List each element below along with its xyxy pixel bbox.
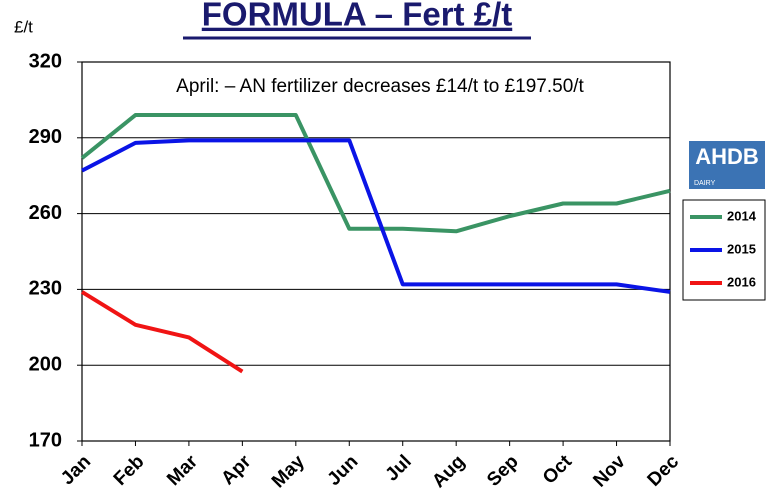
legend-label: 2016 — [727, 274, 756, 289]
logo: AHDB DAIRY — [689, 141, 765, 189]
x-tick-label: Jun — [324, 451, 363, 490]
x-tick-label: Nov — [589, 451, 630, 492]
y-tick-label: 200 — [29, 353, 62, 375]
y-tick-label: 260 — [29, 202, 62, 224]
y-axis-label: £/t — [14, 17, 33, 36]
x-tick-label: Feb — [110, 451, 149, 490]
logo-box — [689, 141, 765, 189]
x-tick-label: May — [268, 451, 309, 492]
logo-text: AHDB — [695, 144, 759, 169]
chart-title: FORMULA – Fert £/t — [202, 0, 512, 33]
x-tick-label: Dec — [644, 451, 684, 491]
y-tick-label: 290 — [29, 126, 62, 148]
x-tick-label: Aug — [428, 451, 469, 492]
legend-label: 2015 — [727, 241, 756, 256]
series-line — [81, 138, 671, 294]
y-tick-label: 320 — [29, 50, 62, 72]
y-tick-label: 170 — [29, 429, 62, 451]
x-tick-label: Mar — [163, 451, 202, 490]
legend-label: 2014 — [727, 208, 757, 223]
x-tick-label: Apr — [217, 451, 255, 489]
x-tick-label: Jan — [57, 451, 95, 489]
logo-subtext: DAIRY — [694, 180, 716, 187]
annotation: April: – AN fertilizer decreases £14/t t… — [176, 76, 584, 97]
series-line — [80, 290, 244, 374]
x-tick-label: Oct — [539, 451, 577, 489]
y-tick-label: 230 — [29, 278, 62, 300]
plot-frame — [81, 61, 671, 442]
x-tick-label: Sep — [483, 451, 522, 490]
x-tick-label: Jul — [382, 451, 416, 485]
series-line — [80, 113, 671, 234]
